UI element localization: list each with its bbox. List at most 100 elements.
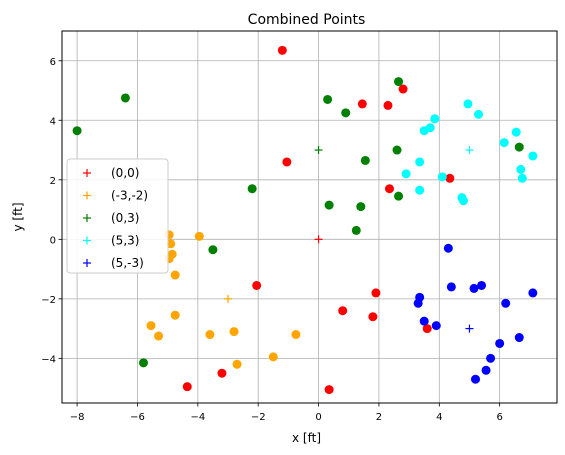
y-axis-label: y [ft] <box>11 203 25 232</box>
legend-marker <box>83 169 91 177</box>
scatter-point <box>120 93 130 103</box>
center-plus-marker <box>314 235 323 244</box>
scatter-point <box>170 310 180 320</box>
scatter-point <box>252 280 262 290</box>
scatter-point <box>514 142 524 152</box>
legend-marker <box>83 191 91 200</box>
center-plus-marker <box>465 146 474 155</box>
scatter-point <box>291 330 301 340</box>
legend-box <box>66 158 169 274</box>
scatter-point <box>323 94 333 104</box>
scatter-point <box>247 184 257 194</box>
scatter-point <box>229 327 239 337</box>
legend-label: (0,3) <box>111 211 139 225</box>
scatter-point <box>463 99 473 109</box>
scatter-point <box>474 109 484 119</box>
scatter-point <box>146 321 156 331</box>
scatter-point <box>419 126 429 136</box>
x-tick-label: −4 <box>190 412 205 423</box>
scatter-point <box>469 283 479 293</box>
scatter-point <box>458 196 468 206</box>
scatter-point <box>360 155 370 165</box>
scatter-point <box>394 77 404 87</box>
x-tick-label: −2 <box>251 412 266 423</box>
legend-marker <box>83 214 91 222</box>
scatter-point <box>217 368 227 378</box>
legend-label: (0,0) <box>111 166 139 180</box>
scatter-point <box>415 157 425 167</box>
series-center-markers <box>224 146 474 333</box>
scatter-point <box>338 306 348 316</box>
scatter-point <box>232 359 242 369</box>
center-plus-marker <box>224 294 233 303</box>
scatter-point <box>383 100 393 110</box>
x-tick-label: −6 <box>130 412 145 423</box>
scatter-point <box>437 172 447 182</box>
scatter-point <box>495 338 505 348</box>
y-tick-label: 0 <box>50 235 56 246</box>
scatter-point <box>481 365 491 375</box>
legend-marker <box>83 236 91 245</box>
scatter-point <box>341 108 351 118</box>
scatter-point <box>398 84 408 94</box>
legend-marker <box>83 259 91 267</box>
scatter-point <box>384 184 394 194</box>
scatter-point <box>324 200 334 210</box>
legend-label: (5,-3) <box>111 256 144 270</box>
scatter-point <box>324 385 334 395</box>
legend: (0,0) (-3,-2) (0,3) (5,3) (5,-3) <box>66 158 169 274</box>
scatter-point <box>415 292 425 302</box>
scatter-point <box>445 173 455 183</box>
x-tick-label: 2 <box>376 412 382 423</box>
plot-area-frame <box>61 30 558 404</box>
scatter-point <box>499 138 509 148</box>
y-tick-label: 4 <box>50 116 56 127</box>
scatter-point <box>182 382 192 392</box>
y-tick-label: 6 <box>50 57 56 68</box>
scatter-point <box>356 202 366 212</box>
scatter-point <box>415 185 425 195</box>
scatter-point <box>516 164 526 174</box>
scatter-point <box>501 298 511 308</box>
scatter-point <box>431 321 441 331</box>
x-tick-label: 4 <box>436 412 442 423</box>
scatter-point <box>368 312 378 322</box>
scatter-point <box>446 282 456 292</box>
scatter-point <box>371 288 381 298</box>
x-tick-label: 0 <box>315 412 321 423</box>
scatter-point <box>277 45 287 55</box>
scatter-point <box>471 374 481 384</box>
axis-ticks: −8 −6 −4 −2 0 2 4 6 −4 −2 0 2 4 6 <box>41 57 503 423</box>
legend-label: (-3,-2) <box>111 189 148 203</box>
scatter-point <box>422 324 432 334</box>
scatter-point <box>357 99 367 109</box>
x-axis-label: x [ft] <box>292 431 321 445</box>
x-tick-label: −8 <box>70 412 85 423</box>
scatter-point <box>511 127 521 137</box>
scatter-point <box>154 331 164 341</box>
legend-label: (5,3) <box>111 234 139 248</box>
scatter-point <box>394 191 404 201</box>
center-plus-marker <box>465 324 474 333</box>
center-plus-marker <box>314 146 323 155</box>
scatter-point <box>443 243 453 253</box>
y-tick-label: −2 <box>41 295 56 306</box>
scatter-point <box>528 151 538 161</box>
scatter-point <box>514 333 524 343</box>
scatter-point <box>282 157 292 167</box>
scatter-point <box>401 169 411 179</box>
scatter-point <box>205 330 215 340</box>
scatter-point <box>208 245 218 255</box>
chart-title: Combined Points <box>248 12 366 28</box>
scatter-point <box>430 114 440 124</box>
scatter-point <box>194 231 204 241</box>
y-tick-label: 2 <box>50 176 56 187</box>
scatter-point <box>528 288 538 298</box>
scatter-point <box>138 358 148 368</box>
scatter-point <box>486 353 496 363</box>
scatter-point <box>392 145 402 155</box>
y-tick-label: −4 <box>41 354 56 365</box>
scatter-point <box>477 280 487 290</box>
scatter-point <box>170 270 180 280</box>
